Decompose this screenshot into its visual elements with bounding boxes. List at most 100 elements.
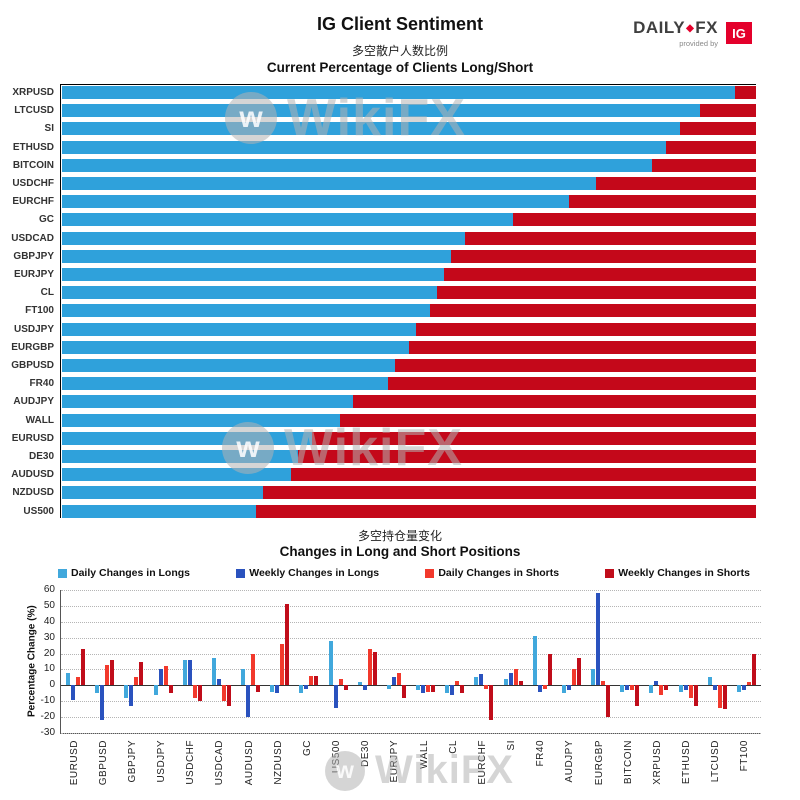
legend-label: Daily Changes in Shorts [438,567,560,579]
change-bar [168,685,173,694]
short-segment [291,468,756,482]
x-tick-label: GBPJPY [126,740,138,783]
change-bar [474,677,479,686]
change-bar [630,685,635,691]
change-bar [712,685,717,691]
change-bar [105,664,110,686]
change-bar [635,685,640,706]
long-segment [62,213,514,227]
short-segment [436,286,756,300]
change-bar [664,685,669,691]
sentiment-bar [62,322,756,336]
change-bar [561,685,566,694]
sentiment-bar [62,377,756,391]
change-bar [518,680,523,686]
change-bar [678,685,683,692]
page-title: IG Client Sentiment [316,14,484,34]
sentiment-row-label: LTCUSD [14,105,54,117]
change-bar [216,678,221,686]
dailyfx-wordmark: DAILY ◆ FX provided by [633,18,718,48]
sentiment-bar [62,504,756,518]
sentiment-bar [62,177,756,191]
change-bar [362,685,367,691]
x-tick-label: EURUSD [68,740,80,786]
sentiment-bar [62,486,756,500]
short-segment [665,140,756,154]
sentiment-row: GC [0,213,756,227]
change-bar [455,680,460,686]
subtitle-chinese: 多空散户人数比例 [351,44,448,58]
sentiment-bar [62,286,756,300]
sentiment-row: CL [0,286,756,300]
long-segment [62,86,736,99]
change-bar [460,685,465,694]
gridline [61,717,761,719]
long-segment [62,304,430,318]
change-bar [566,685,571,691]
sentiment-row: EURCHF [0,195,756,209]
legend-label: Weekly Changes in Shorts [618,567,750,579]
legend-swatch-icon [605,568,615,578]
sentiment-row: US500 [0,504,756,518]
change-bar [484,685,489,689]
change-bar [338,678,343,686]
change-bar [537,685,542,692]
change-bar [707,677,712,686]
sentiment-row-label: GBPJPY [13,250,54,262]
y-tick-label: 30 [43,631,55,643]
sentiment-bar [62,268,756,282]
sentiment-row: XRPUSD [0,86,756,99]
long-segment [62,504,257,518]
sentiment-row-label: WALL [25,414,54,426]
legend-item: Weekly Changes in Longs [236,567,379,579]
change-bar [110,659,115,686]
short-segment [297,450,756,464]
sentiment-bar [62,158,756,172]
change-bar [333,685,338,708]
sentiment-row: SI [0,122,756,136]
short-segment [415,322,756,336]
change-bar [431,685,436,692]
dailyfx-daily-text: DAILY [633,18,686,37]
change-bar [129,685,134,706]
sentiment-row-label: AUDUSD [11,469,54,481]
long-segment [62,249,451,263]
change-bar [596,593,601,686]
change-bar [100,685,105,721]
short-segment [735,86,756,99]
change-bar [187,659,192,686]
change-bar [416,685,421,691]
sentiment-row: FT100 [0,304,756,318]
change-bar [401,685,406,699]
change-bar [683,685,688,691]
gridline [61,669,761,671]
sentiment-row: USDCAD [0,231,756,245]
sentiment-bar [62,104,756,118]
short-segment [679,122,756,136]
x-tick-label: GC [301,740,313,756]
sentiment-row-label: USDCAD [11,232,54,244]
short-segment [443,268,756,282]
change-bar [270,685,275,692]
change-bar [192,685,197,699]
x-tick-label: DE30 [360,740,372,768]
sentiment-row-label: DE30 [28,451,54,463]
sentiment-row: AUDJPY [0,395,756,409]
gridline [61,605,761,607]
change-bar [95,685,100,694]
change-bar [251,653,256,686]
sentiment-bar [62,140,756,154]
change-bar [542,685,547,689]
change-bar [221,685,226,702]
y-tick-label: 20 [43,647,55,659]
short-segment [568,195,756,209]
change-bar [746,682,751,686]
sentiment-bar [62,213,756,227]
sentiment-row-label: NZDUSD [12,487,54,499]
short-segment [339,413,756,427]
change-bar [299,685,304,694]
short-segment [700,104,756,118]
change-bar [328,640,333,686]
change-bar [76,677,81,686]
change-bar [571,669,576,686]
